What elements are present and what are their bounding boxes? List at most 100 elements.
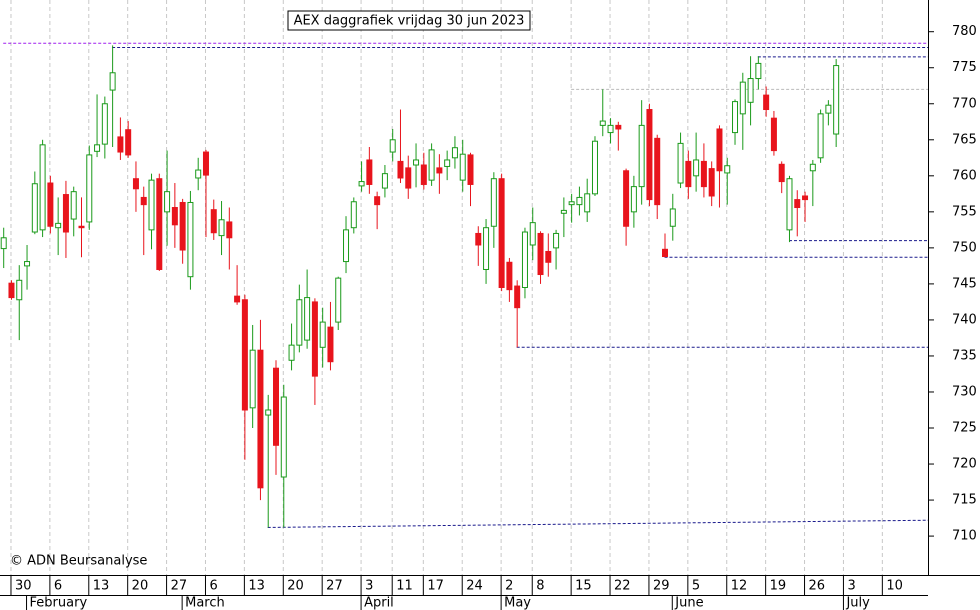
candle-body — [265, 409, 272, 416]
candle-body — [700, 160, 707, 188]
candle-body — [0, 237, 7, 250]
candle-body — [506, 261, 513, 291]
candle-body — [241, 299, 248, 411]
y-tick-label: 750 — [952, 240, 977, 255]
candle-body — [164, 191, 171, 213]
x-tick-label: 13 — [93, 579, 110, 594]
month-label: July — [845, 596, 870, 610]
candle-body — [187, 201, 194, 278]
candle-body — [101, 103, 108, 145]
candle-body — [109, 72, 116, 91]
month-label: April — [364, 596, 394, 610]
candle-body — [825, 104, 832, 114]
candle-body — [31, 183, 38, 233]
y-tick-label: 775 — [952, 60, 977, 75]
level-line — [267, 519, 929, 528]
y-tick-label: 760 — [952, 168, 977, 183]
candle-body — [615, 124, 622, 130]
candle-body — [234, 295, 241, 303]
candle-body — [350, 201, 357, 229]
candle-body — [755, 62, 762, 80]
candle-body — [545, 250, 552, 263]
candle-body — [794, 199, 801, 209]
candle-body — [599, 120, 606, 126]
candles — [0, 45, 840, 528]
x-tick-label: 10 — [886, 579, 903, 594]
candle-body — [591, 140, 598, 195]
candle-body — [171, 207, 178, 226]
y-tick-label: 740 — [952, 312, 977, 327]
x-tick-label: 20 — [132, 579, 149, 594]
x-tick-label: 24 — [466, 579, 483, 594]
candle-body — [778, 163, 785, 183]
x-tick-label: 8 — [536, 579, 544, 594]
month-label: May — [504, 596, 531, 610]
y-tick-label: 720 — [952, 457, 977, 472]
y-tick-label: 765 — [952, 132, 977, 147]
candle-body — [55, 222, 62, 229]
candle-body — [662, 248, 668, 258]
candle-body — [117, 136, 124, 153]
candle-body — [304, 297, 311, 341]
x-tick-label: 15 — [575, 579, 592, 594]
y-tick-label: 725 — [952, 421, 977, 436]
candle-body — [420, 164, 427, 185]
month-label: March — [185, 596, 225, 610]
candle-body — [685, 160, 692, 188]
candle-body — [125, 129, 132, 156]
candle-body — [16, 279, 23, 301]
candle-body — [584, 193, 591, 213]
candle-body — [397, 160, 404, 179]
x-tick-label: 27 — [171, 579, 188, 594]
candle-body — [202, 151, 209, 176]
candle-body — [319, 321, 326, 348]
candle-body — [654, 137, 661, 206]
level-lines — [3, 42, 929, 528]
y-tick-label: 755 — [952, 204, 977, 219]
candle-body — [537, 232, 544, 276]
candle-body — [374, 196, 381, 206]
candle-body — [78, 225, 85, 229]
candle-body — [724, 165, 731, 174]
candle-body — [288, 344, 295, 361]
candle-body — [39, 144, 46, 231]
y-tick-label: 730 — [952, 384, 977, 399]
candle-body — [436, 167, 443, 174]
x-tick-label: 22 — [614, 579, 631, 594]
y-tick-label: 780 — [952, 24, 977, 39]
candle-body — [444, 159, 451, 167]
x-tick-label: 30 — [15, 579, 32, 594]
candle-body — [568, 201, 575, 206]
candle-body — [148, 179, 155, 231]
candle-body — [630, 186, 637, 213]
candle-body — [708, 168, 715, 197]
candle-body — [86, 154, 93, 223]
candle-body — [366, 159, 373, 185]
y-tick-label: 710 — [952, 529, 977, 544]
candle-body — [257, 349, 264, 489]
candle-body — [428, 149, 435, 181]
candle-body — [311, 301, 318, 377]
candle-body — [607, 124, 614, 134]
candle-body — [226, 221, 233, 239]
candle-body — [809, 163, 816, 172]
y-tick-label: 770 — [952, 96, 977, 111]
candle-body — [273, 367, 279, 446]
y-tick-label: 745 — [952, 276, 977, 291]
candle-body — [693, 159, 700, 177]
candle-body — [763, 94, 770, 111]
candle-body — [8, 282, 15, 299]
candle-body — [669, 208, 676, 227]
candle-body — [140, 196, 147, 206]
candle-body — [716, 128, 723, 172]
candle-body — [490, 178, 497, 227]
x-tick-label: 11 — [396, 579, 413, 594]
y-tick-label: 715 — [952, 493, 977, 508]
candle-body — [786, 178, 793, 231]
candle-body — [483, 227, 490, 270]
title-box — [287, 10, 531, 31]
candle-body — [475, 232, 482, 246]
candle-body — [389, 139, 396, 153]
candle-body — [623, 170, 630, 227]
